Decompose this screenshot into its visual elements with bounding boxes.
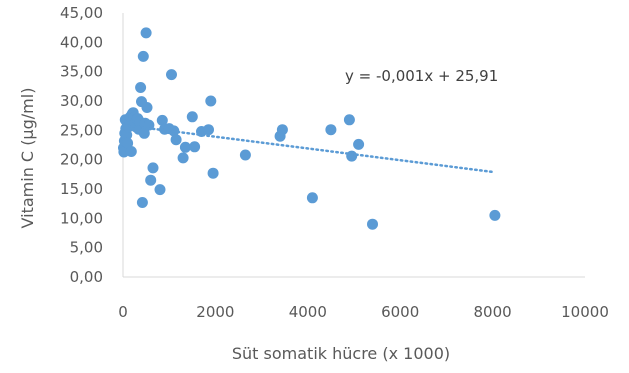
data-point (239, 149, 251, 161)
data-point (203, 124, 214, 136)
y-tick-label: 0,00 (70, 268, 103, 286)
data-point (138, 127, 150, 139)
x-tick-label: 6000 (381, 303, 419, 321)
data-point (141, 102, 153, 113)
data-point (136, 197, 148, 208)
data-point (207, 167, 219, 179)
data-point (143, 119, 155, 131)
data-point (306, 192, 318, 204)
x-tick-label: 4000 (289, 303, 327, 321)
data-point (156, 114, 168, 126)
data-point (343, 114, 355, 126)
data-point (122, 137, 134, 149)
x-axis-title: Süt somatik hücre (x 1000) (232, 344, 450, 363)
x-tick-label: 10000 (561, 303, 609, 321)
data-point (325, 124, 337, 136)
y-tick-label: 25,00 (60, 121, 103, 139)
data-point (125, 146, 137, 157)
data-point (489, 209, 501, 221)
data-point (121, 129, 133, 141)
y-tick-label: 20,00 (60, 151, 103, 169)
data-point (135, 82, 147, 93)
data-point (179, 141, 191, 153)
data-point (346, 150, 358, 162)
x-tick-label: 8000 (474, 303, 512, 321)
x-tick-label: 2000 (196, 303, 234, 321)
data-point (189, 141, 201, 153)
data-point (205, 95, 217, 107)
data-point (276, 124, 288, 136)
y-tick-label: 10,00 (60, 209, 103, 227)
data-points (118, 27, 501, 230)
data-point (154, 184, 166, 196)
y-tick-label: 35,00 (60, 63, 103, 81)
y-tick-label: 15,00 (60, 180, 103, 198)
data-point (177, 152, 189, 164)
data-point (170, 134, 182, 146)
x-tick-label: 0 (118, 303, 128, 321)
y-tick-label: 40,00 (60, 33, 103, 51)
y-tick-label: 30,00 (60, 92, 103, 110)
data-point (166, 69, 177, 81)
y-axis-title: Vitamin C (µg/ml) (18, 88, 37, 229)
data-point (137, 50, 149, 62)
y-tick-label: 5,00 (70, 239, 103, 257)
y-axis-ticks: 0,00 5,00 10,00 15,00 20,00 25,00 30,00 35,00 40… (60, 4, 103, 286)
trendline-equation: y = -0,001x + 25,91 (345, 67, 498, 85)
data-point (147, 162, 159, 174)
trendline (121, 123, 494, 174)
y-tick-label: 45,00 (60, 4, 103, 22)
data-point (353, 138, 365, 150)
data-point (145, 174, 157, 186)
data-point (367, 218, 378, 230)
plot-area: 0,00 5,00 10,00 15,00 20,00 25,00 30,00 35,00 40… (60, 4, 609, 321)
data-point (186, 111, 198, 123)
x-axis-ticks: 0 2000 4000 6000 8000 10000 (118, 303, 609, 321)
data-point (140, 27, 152, 39)
